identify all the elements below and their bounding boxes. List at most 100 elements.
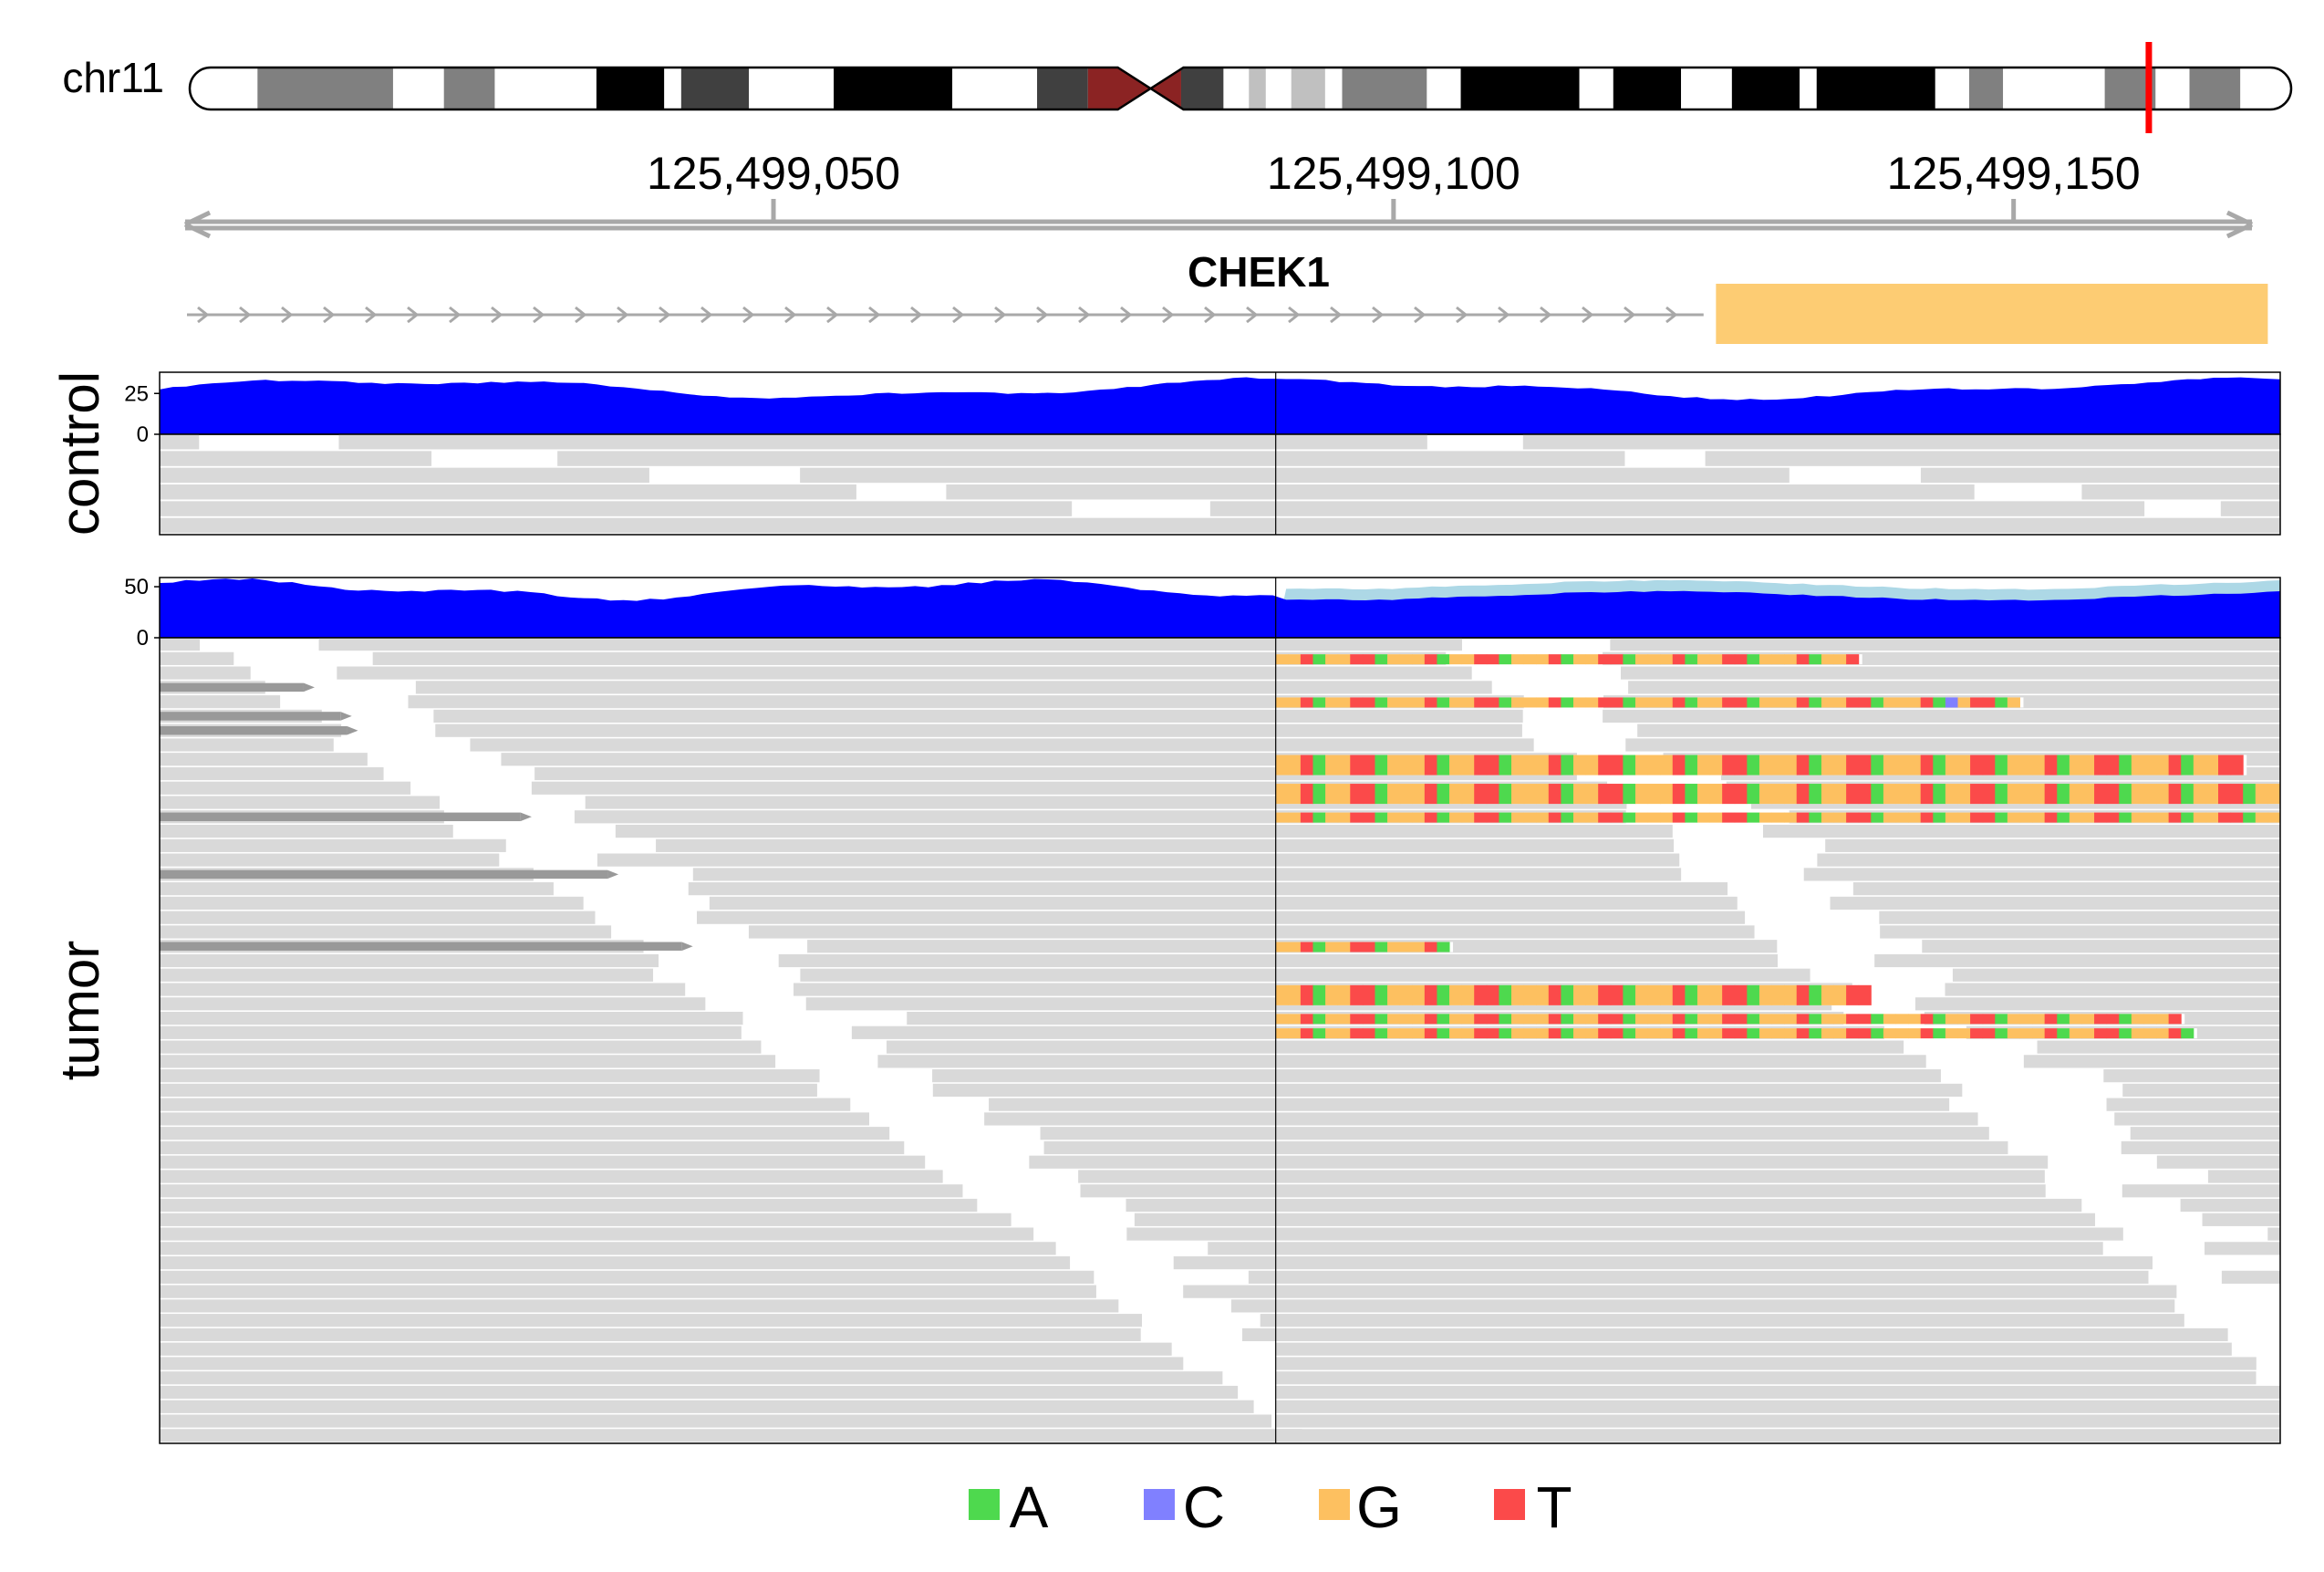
strand-arrow bbox=[1456, 306, 1468, 324]
chromosome-band bbox=[190, 68, 258, 109]
mismatch-base bbox=[1634, 984, 1649, 1005]
mismatch-base bbox=[1288, 1028, 1302, 1039]
read bbox=[1275, 1098, 1950, 1111]
mismatch-base bbox=[1858, 1014, 1872, 1025]
read bbox=[1275, 467, 1790, 484]
mismatch-base bbox=[2156, 784, 2170, 805]
read bbox=[318, 638, 1276, 651]
mismatch-base bbox=[1821, 1028, 1835, 1039]
mismatch-base bbox=[1821, 755, 1835, 776]
mismatch-base bbox=[1610, 784, 1624, 805]
chromosome-band bbox=[664, 68, 681, 109]
mismatch-base bbox=[1796, 984, 1810, 1005]
mismatch-base bbox=[1511, 784, 1525, 805]
mismatch-base bbox=[2119, 784, 2132, 805]
mismatch-base bbox=[2081, 755, 2095, 776]
mismatch-base bbox=[1536, 784, 1550, 805]
mismatch-base bbox=[2007, 812, 2020, 823]
chromosome-band bbox=[257, 68, 393, 109]
read bbox=[800, 467, 1276, 484]
read bbox=[1126, 1198, 1276, 1213]
read bbox=[2122, 1184, 2280, 1198]
mismatch-base bbox=[1747, 755, 1760, 776]
mismatch-base bbox=[1722, 984, 1736, 1005]
mismatch-base bbox=[1412, 984, 1426, 1005]
mismatch-base bbox=[2230, 755, 2244, 776]
mismatch-base bbox=[1437, 654, 1450, 665]
mismatch-base bbox=[1771, 654, 1785, 665]
mismatch-base bbox=[1759, 1028, 1773, 1039]
mismatch-base bbox=[1511, 697, 1525, 708]
mismatch-base bbox=[1511, 755, 1525, 776]
coverage-area bbox=[160, 377, 2280, 434]
read bbox=[1275, 824, 1673, 838]
mismatch-base bbox=[1821, 1014, 1835, 1025]
read bbox=[160, 1242, 1056, 1255]
mismatch-base bbox=[2069, 755, 2082, 776]
chromosome-position-marker bbox=[2145, 42, 2153, 133]
chromosome-band bbox=[1968, 68, 2004, 109]
mismatch-base bbox=[1696, 812, 1711, 823]
read bbox=[1275, 434, 1427, 450]
mismatch-base bbox=[1399, 697, 1413, 708]
read bbox=[160, 1357, 1184, 1370]
mismatch-base bbox=[2168, 812, 2182, 823]
read bbox=[160, 1011, 743, 1025]
read bbox=[1275, 1270, 2149, 1284]
mismatch-base bbox=[1362, 984, 1375, 1005]
mismatch-base bbox=[1375, 697, 1388, 708]
mismatch-base bbox=[1672, 1014, 1686, 1025]
mismatch-base bbox=[1424, 812, 1437, 823]
mismatch-base bbox=[1784, 984, 1798, 1005]
mismatch-base bbox=[1734, 812, 1748, 823]
read bbox=[160, 953, 659, 968]
mismatch-base bbox=[1474, 1028, 1488, 1039]
mismatch-base bbox=[1362, 784, 1375, 805]
mismatch-base bbox=[1499, 654, 1512, 665]
mismatch-base bbox=[2131, 812, 2144, 823]
mismatch-base bbox=[1833, 1014, 1847, 1025]
read bbox=[160, 1270, 1095, 1284]
chromosome-band bbox=[2003, 68, 2105, 109]
mismatch-base bbox=[1350, 984, 1364, 1005]
mismatch-base bbox=[1809, 654, 1822, 665]
strand-arrow bbox=[1246, 306, 1259, 324]
strand-arrow bbox=[197, 306, 210, 324]
mismatch-base bbox=[2069, 1028, 2082, 1039]
mismatch-base bbox=[1536, 654, 1550, 665]
mismatch-base bbox=[1312, 984, 1326, 1005]
mismatch-base bbox=[1275, 784, 1289, 805]
mismatch-base bbox=[1672, 755, 1686, 776]
coverage-tick-label: 0 bbox=[137, 626, 149, 651]
read bbox=[1230, 1299, 1276, 1313]
read bbox=[160, 666, 251, 680]
read bbox=[160, 638, 201, 651]
mismatch-base bbox=[1734, 755, 1748, 776]
read bbox=[534, 766, 1276, 781]
mismatch-base bbox=[2318, 813, 2324, 823]
mismatch-base bbox=[1536, 697, 1550, 708]
read-arrowhead bbox=[340, 712, 352, 721]
chromosome-band bbox=[1816, 68, 1935, 109]
mismatch-base bbox=[2019, 784, 2033, 805]
mismatch-base bbox=[1312, 812, 1326, 823]
mismatch-base bbox=[1337, 654, 1351, 665]
read bbox=[1275, 1357, 2257, 1370]
mismatch-base bbox=[1275, 1028, 1289, 1039]
mismatch-base bbox=[2181, 755, 2194, 776]
mismatch-base bbox=[1598, 1028, 1612, 1039]
mismatch-base bbox=[1871, 1014, 1884, 1025]
read bbox=[1275, 1414, 2280, 1428]
mismatch-base bbox=[1461, 984, 1475, 1005]
mismatch-base bbox=[1523, 697, 1537, 708]
mismatch-base bbox=[1561, 784, 1574, 805]
mismatch-base bbox=[1883, 697, 1897, 708]
read bbox=[1275, 1327, 2228, 1342]
mismatch-base bbox=[1300, 1014, 1313, 1025]
mismatch-base bbox=[2081, 1014, 2095, 1025]
read bbox=[1880, 925, 2280, 939]
chromosome-band bbox=[1613, 68, 1682, 109]
mismatch-base bbox=[2119, 1014, 2132, 1025]
mismatch-base bbox=[1685, 755, 1698, 776]
